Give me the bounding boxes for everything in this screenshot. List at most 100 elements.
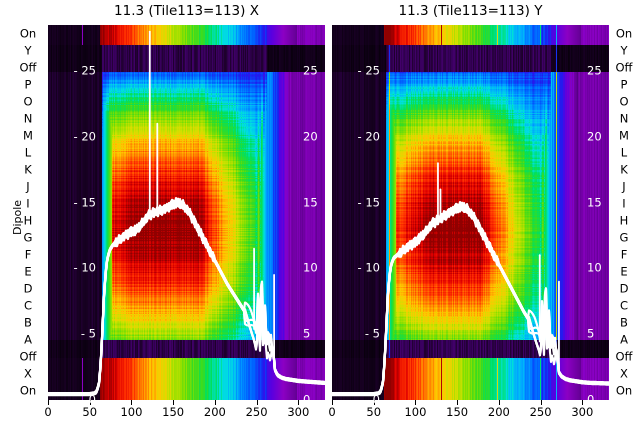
x-tick-label: 50: [366, 405, 382, 419]
axis-category-label: F: [620, 247, 628, 262]
axis-category-label: G: [619, 230, 629, 245]
panel-title: 11.3 (Tile113=113) Y: [398, 3, 543, 19]
x-tick: [457, 400, 459, 405]
axis-category-label: L: [24, 145, 32, 160]
axis-category-label: P: [24, 77, 32, 92]
x-tick-label: 200: [203, 405, 226, 419]
x-axis: 0 50 100 150 200 250 300: [44, 400, 325, 430]
inner-y-tick-label-right: 20: [587, 129, 602, 144]
x-tick: [415, 400, 417, 405]
axis-category-label: O: [619, 94, 629, 109]
axis-category-label: On: [19, 383, 37, 398]
x-tick: [582, 400, 584, 405]
axis-category-label: G: [23, 230, 33, 245]
axis-category-label: Y: [24, 43, 32, 58]
axis-category-label: J: [26, 179, 30, 194]
inner-y-tick-label-right: 25: [587, 63, 602, 78]
axis-category-label: Off: [19, 349, 37, 364]
axis-category-label: A: [620, 332, 628, 347]
axis-category-label: J: [622, 179, 626, 194]
x-tick: [332, 400, 333, 405]
inner-y-tick-label-right: 20: [303, 129, 318, 144]
axis-category-label: On: [19, 26, 37, 41]
axis-category-label: P: [620, 77, 628, 92]
axis-category-label: B: [24, 315, 32, 330]
axis-category-label: N: [619, 111, 629, 126]
inner-y-tick-label-left: - 15: [357, 195, 380, 210]
left-category-axis: On Y Off P O N M L K J I H G F E D C B A Off X On: [14, 25, 42, 400]
axis-category-label: On: [615, 26, 633, 41]
spectrogram-canvas: [332, 25, 609, 400]
y-axis-label: Dipole: [11, 199, 24, 235]
x-tick-label: 200: [487, 405, 510, 419]
axis-category-label: X: [24, 366, 32, 381]
axis-category-label: K: [24, 162, 32, 177]
axis-category-label: I: [26, 196, 30, 211]
x-tick-label: 250: [245, 405, 268, 419]
right-category-axis: On Y Off P O N M L K J I H G F E D C B A Off X On: [610, 25, 638, 400]
inner-y-tick-label-left: - 25: [73, 63, 96, 78]
axis-category-label: D: [23, 281, 33, 296]
inner-y-tick-label-left: - 15: [73, 195, 96, 210]
inner-y-tick-label-right: 15: [587, 195, 602, 210]
axis-category-label: E: [24, 264, 32, 279]
axis-category-label: B: [620, 315, 628, 330]
inner-y-tick-label-left: - 5: [364, 326, 380, 341]
axis-category-label: D: [619, 281, 629, 296]
axis-category-label: A: [24, 332, 32, 347]
x-tick-label: 300: [287, 405, 310, 419]
axis-category-label: K: [620, 162, 628, 177]
inner-y-tick-label-right: 25: [303, 63, 318, 78]
axis-category-label: I: [622, 196, 626, 211]
inner-y-tick-label-right: 0: [303, 392, 311, 407]
axis-category-label: H: [23, 213, 33, 228]
inner-y-tick-label-left: 0: [372, 392, 380, 407]
inner-y-tick-label-right: 0: [587, 392, 595, 407]
axis-category-label: H: [619, 213, 629, 228]
inner-y-tick-label-right: 10: [587, 260, 602, 275]
inner-y-tick-label-left: - 20: [357, 129, 380, 144]
x-tick-label: 0: [44, 405, 52, 419]
axis-category-label: C: [619, 298, 629, 313]
axis-category-label: M: [619, 128, 629, 143]
axis-category-label: Off: [615, 60, 633, 75]
axis-category-label: M: [23, 128, 33, 143]
x-tick-label: 150: [446, 405, 469, 419]
inner-y-tick-label-left: - 20: [73, 129, 96, 144]
x-tick: [498, 400, 500, 405]
x-tick: [131, 400, 133, 405]
x-tick: [48, 400, 49, 405]
x-tick: [373, 400, 375, 405]
x-tick-label: 300: [571, 405, 594, 419]
x-tick: [540, 400, 542, 405]
axis-category-label: C: [23, 298, 33, 313]
x-tick-label: 150: [162, 405, 185, 419]
spectrogram-canvas: [48, 25, 325, 400]
axis-category-label: L: [620, 145, 628, 160]
x-tick-label: 250: [529, 405, 552, 419]
inner-y-tick-label-left: - 10: [357, 260, 380, 275]
inner-y-tick-label-right: 5: [587, 326, 595, 341]
x-tick: [256, 400, 258, 405]
axis-category-label: Y: [620, 43, 628, 58]
x-tick: [173, 400, 175, 405]
axis-category-label: X: [620, 366, 628, 381]
x-tick-label: 0: [328, 405, 336, 419]
axis-category-label: On: [615, 383, 633, 398]
x-tick-label: 100: [120, 405, 143, 419]
x-tick: [298, 400, 300, 405]
x-tick: [89, 400, 91, 405]
inner-y-tick-label-left: - 5: [80, 326, 96, 341]
axis-category-label: Off: [615, 349, 633, 364]
x-tick: [214, 400, 216, 405]
x-axis: 0 50 100 150 200 250 300: [328, 400, 609, 430]
inner-y-tick-label-right: 15: [303, 195, 318, 210]
panel-title: 11.3 (Tile113=113) X: [114, 3, 259, 19]
inner-y-tick-label-left: - 10: [73, 260, 96, 275]
x-tick-label: 100: [404, 405, 427, 419]
axis-category-label: Off: [19, 60, 37, 75]
axis-category-label: O: [23, 94, 33, 109]
